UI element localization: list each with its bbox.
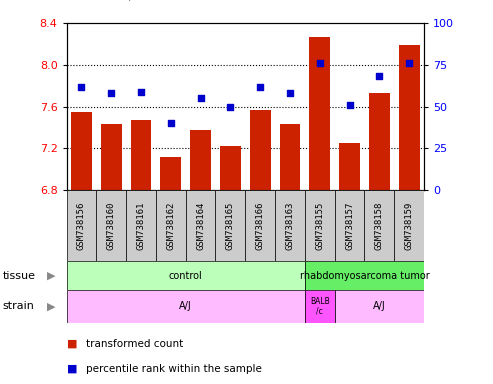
- Text: GSM738157: GSM738157: [345, 202, 354, 250]
- Text: strain: strain: [2, 301, 35, 311]
- Text: A/J: A/J: [373, 301, 386, 311]
- Bar: [190, 129, 211, 190]
- Text: percentile rank within the sample: percentile rank within the sample: [86, 364, 262, 374]
- Point: [137, 88, 145, 94]
- Text: GSM738162: GSM738162: [166, 202, 176, 250]
- Point: [316, 60, 324, 66]
- Point: [375, 73, 383, 79]
- Bar: [101, 124, 122, 190]
- Bar: [364, 190, 394, 261]
- Text: ■: ■: [67, 364, 77, 374]
- Bar: [246, 190, 275, 261]
- Bar: [305, 290, 335, 323]
- Point: [197, 95, 205, 101]
- Bar: [305, 190, 335, 261]
- Bar: [67, 261, 305, 290]
- Text: GSM738164: GSM738164: [196, 202, 205, 250]
- Bar: [280, 124, 300, 190]
- Bar: [156, 190, 186, 261]
- Bar: [335, 190, 364, 261]
- Bar: [309, 36, 330, 190]
- Bar: [275, 190, 305, 261]
- Point: [226, 104, 234, 110]
- Bar: [305, 261, 424, 290]
- Text: A/J: A/J: [179, 301, 192, 311]
- Point: [286, 90, 294, 96]
- Bar: [126, 190, 156, 261]
- Point: [107, 90, 115, 96]
- Point: [77, 83, 85, 89]
- Point: [256, 83, 264, 89]
- Text: GSM738156: GSM738156: [77, 202, 86, 250]
- Bar: [215, 190, 246, 261]
- Bar: [250, 110, 271, 190]
- Bar: [339, 143, 360, 190]
- Text: GSM738165: GSM738165: [226, 202, 235, 250]
- Text: BALB
/c: BALB /c: [310, 296, 330, 316]
- Text: ■: ■: [67, 339, 77, 349]
- Text: tissue: tissue: [2, 270, 35, 281]
- Text: GSM738158: GSM738158: [375, 202, 384, 250]
- Text: GSM738159: GSM738159: [405, 202, 414, 250]
- Text: GSM738160: GSM738160: [106, 202, 116, 250]
- Text: transformed count: transformed count: [86, 339, 183, 349]
- Text: ▶: ▶: [47, 301, 55, 311]
- Bar: [96, 190, 126, 261]
- Bar: [71, 112, 92, 190]
- Bar: [220, 146, 241, 190]
- Bar: [131, 120, 151, 190]
- Text: control: control: [169, 270, 203, 281]
- Point: [405, 60, 413, 66]
- Text: GSM738166: GSM738166: [256, 202, 265, 250]
- Text: ▶: ▶: [47, 270, 55, 281]
- Text: rhabdomyosarcoma tumor: rhabdomyosarcoma tumor: [300, 270, 429, 281]
- Text: GSM738161: GSM738161: [137, 202, 145, 250]
- Bar: [394, 190, 424, 261]
- Bar: [186, 190, 215, 261]
- Text: GSM738163: GSM738163: [285, 202, 294, 250]
- Text: GSM738155: GSM738155: [315, 202, 324, 250]
- Point: [346, 102, 353, 108]
- Bar: [160, 157, 181, 190]
- Text: GDS5527 / 105910593: GDS5527 / 105910593: [62, 0, 213, 2]
- Bar: [335, 290, 424, 323]
- Bar: [399, 45, 420, 190]
- Bar: [369, 93, 390, 190]
- Bar: [67, 190, 96, 261]
- Point: [167, 120, 175, 126]
- Bar: [67, 290, 305, 323]
